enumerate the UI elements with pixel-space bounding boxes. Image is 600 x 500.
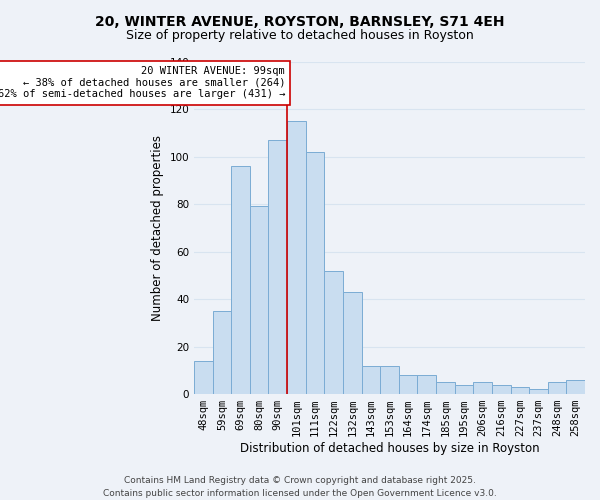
Bar [436, 382, 455, 394]
Y-axis label: Number of detached properties: Number of detached properties [151, 135, 164, 321]
Bar [511, 387, 529, 394]
Bar [212, 311, 231, 394]
Text: Contains HM Land Registry data © Crown copyright and database right 2025.
Contai: Contains HM Land Registry data © Crown c… [103, 476, 497, 498]
Text: Size of property relative to detached houses in Royston: Size of property relative to detached ho… [126, 28, 474, 42]
Bar [194, 361, 212, 394]
Bar [306, 152, 325, 394]
Bar [325, 270, 343, 394]
Bar [287, 121, 306, 394]
Bar [548, 382, 566, 394]
X-axis label: Distribution of detached houses by size in Royston: Distribution of detached houses by size … [239, 442, 539, 455]
Bar [566, 380, 585, 394]
Bar [250, 206, 268, 394]
Bar [492, 384, 511, 394]
Text: 20, WINTER AVENUE, ROYSTON, BARNSLEY, S71 4EH: 20, WINTER AVENUE, ROYSTON, BARNSLEY, S7… [95, 15, 505, 29]
Bar [418, 375, 436, 394]
Bar [362, 366, 380, 394]
Bar [343, 292, 362, 394]
Bar [473, 382, 492, 394]
Bar [231, 166, 250, 394]
Text: 20 WINTER AVENUE: 99sqm
← 38% of detached houses are smaller (264)
62% of semi-d: 20 WINTER AVENUE: 99sqm ← 38% of detache… [0, 66, 285, 100]
Bar [268, 140, 287, 394]
Bar [455, 384, 473, 394]
Bar [399, 375, 418, 394]
Bar [529, 390, 548, 394]
Bar [380, 366, 399, 394]
